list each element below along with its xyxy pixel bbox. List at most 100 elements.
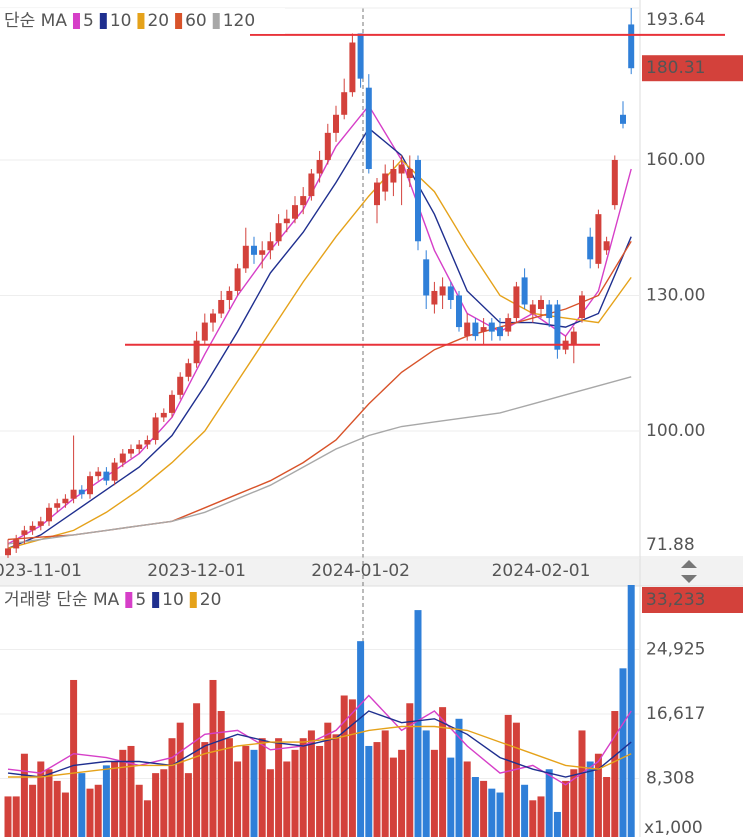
candle-body	[480, 327, 487, 332]
volume-bar	[225, 738, 233, 837]
candle-body	[341, 92, 348, 115]
candle-body	[283, 218, 290, 224]
candle-body	[570, 331, 577, 346]
candle-body	[13, 539, 20, 549]
candle-body	[300, 196, 307, 206]
axis-band	[0, 556, 743, 586]
candle-body	[587, 236, 594, 260]
x-tick-label: 2024-02-01	[492, 561, 591, 581]
volume-bar	[357, 641, 365, 837]
candle-body	[497, 327, 503, 337]
candle-body	[87, 476, 93, 495]
volume-bar	[152, 773, 160, 837]
candle-body	[128, 449, 134, 454]
y-tick-label: 100.00	[646, 421, 705, 441]
legend-label: 거래량 단순 MA	[4, 590, 120, 610]
candle-body	[382, 173, 389, 192]
volume-bar	[611, 711, 619, 837]
ma-line	[7, 158, 632, 550]
volume-bar	[381, 730, 389, 837]
volume-bar	[455, 718, 463, 837]
volume-bar	[545, 769, 553, 837]
volume-bar	[53, 780, 61, 837]
candle-body	[29, 525, 36, 531]
candle-body	[513, 286, 520, 319]
candle-body	[488, 322, 495, 332]
candle-body	[37, 521, 44, 526]
candle-body	[242, 245, 249, 269]
candle-body	[103, 471, 110, 481]
volume-bar	[143, 800, 151, 837]
candle-body	[349, 42, 356, 93]
candle-body	[152, 417, 159, 441]
last-price-label: 180.31	[646, 58, 705, 78]
candle-body	[628, 24, 635, 69]
volume-bar	[184, 773, 192, 837]
candle-body	[210, 313, 216, 323]
last-volume-label: 33,233	[646, 590, 705, 610]
legend-swatch	[99, 13, 107, 29]
y-tick-label: 160.00	[646, 150, 705, 170]
legend-swatch	[175, 13, 183, 29]
volume-bar	[275, 738, 283, 837]
candle-body	[185, 363, 192, 377]
candle-body	[529, 304, 536, 314]
volume-bar	[406, 703, 414, 837]
legend-swatch	[72, 13, 80, 29]
volume-bar	[217, 711, 225, 837]
candle-body	[251, 245, 257, 255]
volume-bar	[422, 730, 430, 837]
candle-body	[521, 277, 528, 305]
candle-body	[406, 168, 413, 179]
legend-swatch	[189, 592, 197, 608]
volume-bar	[398, 749, 406, 837]
candle-body	[21, 530, 28, 535]
volume-bar	[102, 765, 110, 837]
legend-swatch	[137, 13, 145, 29]
last-volume-box	[642, 587, 743, 613]
legend-label: 20	[147, 11, 169, 31]
legend-label: 120	[223, 11, 255, 31]
volume-bar	[135, 784, 143, 837]
candle-body	[374, 182, 380, 206]
volume-bar	[61, 792, 69, 837]
resize-handle[interactable]	[681, 560, 697, 583]
ma-line	[8, 725, 632, 778]
legend-label: 5	[83, 11, 94, 31]
volume-bar	[29, 784, 37, 837]
volume-bar	[307, 730, 315, 837]
volume-bar	[299, 738, 307, 837]
y-tick-label: 71.88	[646, 535, 695, 555]
volume-bar	[570, 769, 578, 837]
ma-line	[7, 127, 632, 550]
candle-body	[119, 453, 126, 463]
volume-bar	[340, 695, 348, 837]
volume-bar	[250, 749, 258, 837]
candle-body	[333, 114, 339, 133]
candle-body	[54, 503, 61, 508]
volume-bar	[447, 757, 455, 837]
volume-bar	[291, 749, 299, 837]
volume-bar	[201, 742, 209, 837]
volume-bar	[603, 777, 611, 837]
volume-bar	[463, 761, 471, 837]
legend-swatch	[125, 592, 133, 608]
volume-bar	[619, 668, 627, 837]
candle-body	[398, 164, 405, 174]
volume-bar	[316, 745, 324, 837]
candle-body	[70, 489, 77, 499]
candle-body	[316, 159, 323, 174]
volume-bar	[471, 777, 479, 837]
candle-body	[136, 444, 143, 450]
candle-body	[5, 548, 11, 556]
candle-body	[579, 295, 585, 319]
volume-bar	[37, 761, 45, 837]
ma-line	[7, 376, 632, 545]
volume-bar	[332, 734, 340, 837]
volume-bar	[439, 707, 447, 837]
volume-bar	[553, 811, 561, 837]
candle-body	[431, 290, 438, 305]
candle-body	[78, 489, 85, 495]
candle-body	[357, 33, 364, 79]
ma-line	[7, 240, 632, 541]
